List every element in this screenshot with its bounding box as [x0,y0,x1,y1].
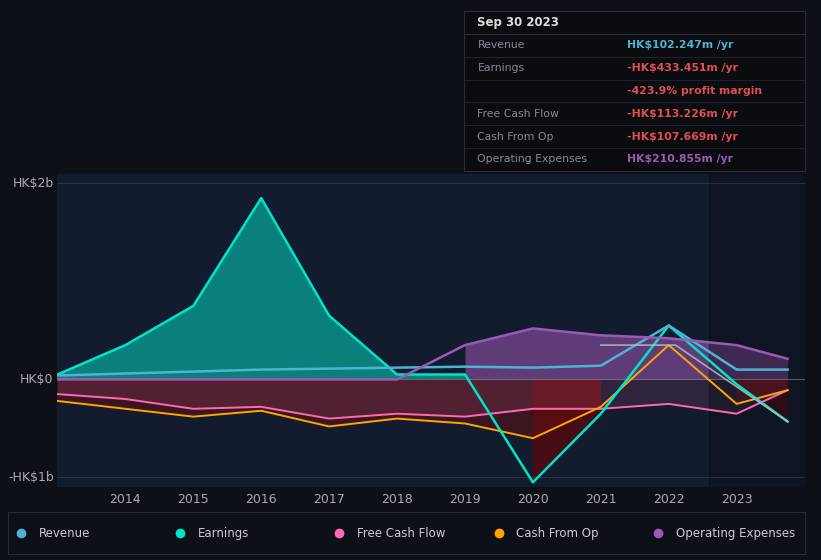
Text: Operating Expenses: Operating Expenses [478,155,588,165]
Text: Cash From Op: Cash From Op [516,527,599,540]
Text: Free Cash Flow: Free Cash Flow [357,527,446,540]
Text: Operating Expenses: Operating Expenses [676,527,795,540]
Text: HK$0: HK$0 [21,373,53,386]
Text: HK$2b: HK$2b [12,177,53,190]
Text: Earnings: Earnings [478,63,525,73]
Text: Free Cash Flow: Free Cash Flow [478,109,559,119]
Bar [709,174,805,487]
Text: Earnings: Earnings [198,527,249,540]
Text: -HK$433.451m /yr: -HK$433.451m /yr [627,63,738,73]
Text: Sep 30 2023: Sep 30 2023 [478,16,559,29]
Text: Revenue: Revenue [39,527,89,540]
Text: -HK$107.669m /yr: -HK$107.669m /yr [627,132,738,142]
Text: -HK$113.226m /yr: -HK$113.226m /yr [627,109,738,119]
Text: HK$210.855m /yr: HK$210.855m /yr [627,155,733,165]
Text: Cash From Op: Cash From Op [478,132,554,142]
Text: -HK$1b: -HK$1b [8,471,53,484]
Text: Revenue: Revenue [478,40,525,50]
Text: HK$102.247m /yr: HK$102.247m /yr [627,40,734,50]
Text: -423.9% profit margin: -423.9% profit margin [627,86,763,96]
